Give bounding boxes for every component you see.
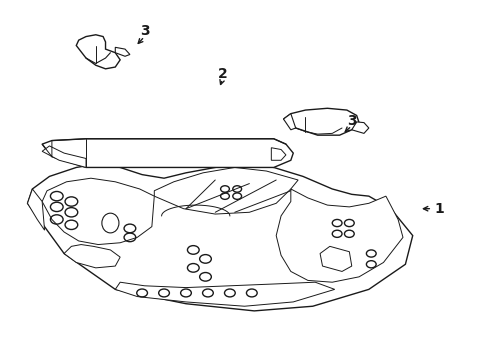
Polygon shape [42,178,154,244]
Polygon shape [320,246,351,271]
Polygon shape [271,148,285,160]
Polygon shape [27,164,412,311]
Text: 3: 3 [346,114,356,128]
Text: 3: 3 [140,24,149,38]
Text: 2: 2 [217,67,227,81]
Polygon shape [154,167,298,214]
Polygon shape [27,189,44,230]
Polygon shape [115,282,334,306]
Polygon shape [283,114,295,130]
Polygon shape [42,139,293,167]
Polygon shape [276,189,402,282]
Polygon shape [76,35,120,69]
Polygon shape [64,244,120,268]
Polygon shape [115,47,130,56]
Text: 1: 1 [434,202,444,216]
Polygon shape [283,108,358,135]
Polygon shape [42,146,86,167]
Polygon shape [351,122,368,134]
